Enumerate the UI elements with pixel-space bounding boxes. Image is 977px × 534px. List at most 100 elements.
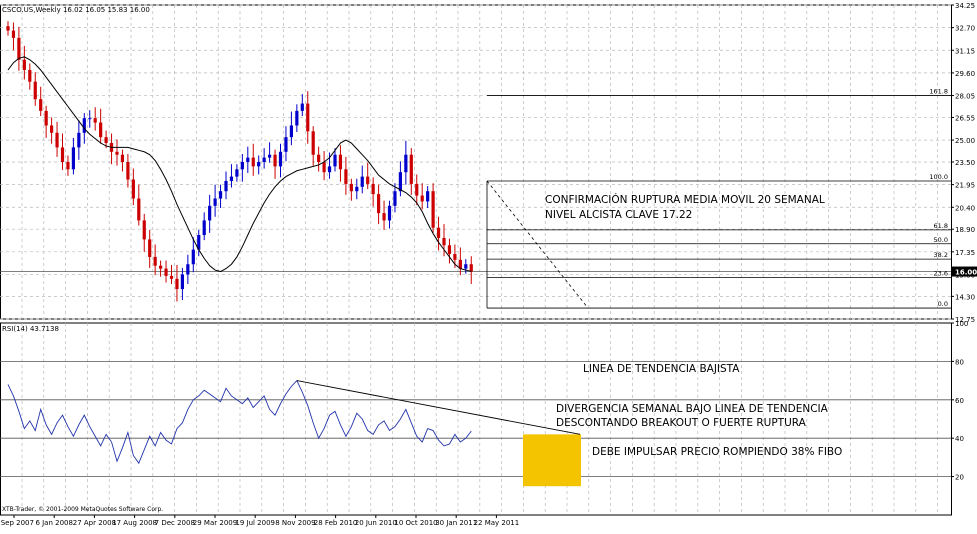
candle-body [300, 103, 304, 111]
x-tick-label: 28 Feb 2010 [314, 519, 358, 527]
candle-body [115, 151, 119, 155]
y-tick-label: 29.60 [955, 70, 975, 78]
candle-body [289, 125, 293, 138]
candle-body [344, 169, 348, 184]
candle-body [126, 162, 130, 180]
candle-body [50, 125, 54, 133]
candle-body [77, 132, 81, 148]
candle-body [218, 191, 223, 199]
candle-body [398, 172, 402, 192]
fibo-level-label: 100.0 [929, 173, 948, 181]
candle-body [191, 249, 195, 265]
candle-body [469, 264, 473, 272]
candle-body [202, 220, 206, 236]
candle-body [246, 157, 250, 162]
candle-body [164, 268, 168, 276]
candle-body [458, 259, 462, 269]
rsi-y-tick-label: 40 [955, 435, 964, 443]
candle-body [99, 122, 103, 138]
rsi-line [7, 379, 472, 465]
x-tick-label: 22 May 2011 [474, 519, 520, 527]
rsi-grid [0, 323, 951, 515]
y-tick-label: 34.25 [955, 2, 975, 10]
candle-body [295, 110, 299, 126]
fibo-level-label: 61.8 [934, 222, 948, 230]
candle-body [333, 154, 337, 167]
candle-body [153, 256, 157, 266]
x-tick-label: 17 Aug 2008 [112, 519, 157, 527]
y-tick-label: 20.40 [955, 204, 975, 212]
candle-body [71, 147, 75, 170]
candle-body [148, 239, 152, 257]
candle-body [284, 137, 288, 152]
candle-body [366, 176, 370, 184]
x-tick-label: 7 Dec 2008 [155, 519, 195, 527]
candle-body [464, 264, 468, 269]
price-grid [0, 4, 951, 320]
x-tick-label: 8 Nov 2009 [275, 519, 315, 527]
rsi-y-tick-label: 20 [955, 474, 964, 482]
candle-body [235, 169, 239, 177]
x-tick-label: 27 Apr 2008 [73, 519, 116, 527]
rsi-panel-frame [0, 322, 952, 516]
annotation-trendline: LINEA DE TENDENCIA BAJISTA [583, 363, 740, 375]
candle-body [229, 176, 234, 181]
candle-body [257, 162, 261, 167]
y-tick-label: 26.55 [955, 114, 975, 122]
annotation-key-level: NIVEL ALCISTA CLAVE 17.22 [545, 209, 692, 221]
candle-body [436, 227, 441, 238]
x-tick-label: 20 Jun 2010 [355, 519, 397, 527]
candle-body [278, 151, 283, 167]
y-tick-label: 17.35 [955, 249, 975, 257]
candle-body [66, 162, 70, 170]
candle-body [55, 132, 59, 148]
candle-body [175, 278, 179, 290]
candle-body [387, 205, 392, 221]
candles [6, 21, 473, 302]
candle-body [393, 191, 397, 206]
candle-body [349, 183, 353, 192]
y-tick-label: 18.90 [955, 226, 975, 234]
current-price-label: 16.00 [955, 269, 977, 277]
rsi-y-axis: 100 80 60 40 20 [951, 320, 968, 482]
copyright-text: XTB-Trader, © 2001-2009 MetaQuotes Softw… [2, 506, 163, 513]
candle-body [44, 110, 48, 126]
annotation-breakout: DESCONTANDO BREAKOUT O FUERTE RUPTURA [556, 417, 807, 429]
candle-body [39, 99, 43, 111]
rsi-y-tick-label: 80 [955, 358, 964, 366]
candle-body [377, 194, 381, 214]
candle-body [442, 237, 446, 246]
candle-body [6, 26, 10, 31]
x-tick-label: 6 Jan 2008 [35, 519, 73, 527]
candle-body [104, 137, 108, 144]
candle-body [338, 154, 343, 170]
y-tick-label: 21.95 [955, 182, 975, 190]
y-tick-label: 31.15 [955, 47, 975, 55]
x-tick-label: 29 Mar 2009 [193, 519, 237, 527]
candle-body [197, 235, 201, 250]
candle-body [213, 198, 217, 206]
candle-body [88, 118, 92, 120]
moving-average-line [7, 56, 472, 273]
candle-body [404, 154, 408, 173]
candle-body [186, 264, 190, 275]
candle-body [22, 59, 26, 70]
fibo-level-label: 23.6 [934, 269, 948, 277]
candle-body [17, 37, 21, 60]
candle-body [431, 191, 435, 228]
fibo-level-label: 50.0 [934, 236, 948, 244]
y-tick-label: 25.00 [955, 137, 975, 145]
candle-body [327, 166, 332, 173]
y-tick-label: 14.30 [955, 293, 975, 301]
candle-body [159, 265, 163, 269]
annotation-ma-breakout: CONFIRMACIÓN RUPTURA MEDIA MOVIL 20 SEMA… [545, 193, 825, 206]
candle-body [371, 183, 375, 195]
candle-body [208, 205, 212, 221]
candle-body [180, 274, 184, 290]
annotation-divergence: DIVERGENCIA SEMANAL BAJO LINEA DE TENDEN… [556, 403, 829, 415]
x-tick-label: 10 Oct 2010 [394, 519, 437, 527]
x-tick-label: 19 Jul 2009 [235, 519, 275, 527]
rsi-y-tick-label: 100 [955, 320, 968, 328]
candle-body [137, 198, 141, 221]
